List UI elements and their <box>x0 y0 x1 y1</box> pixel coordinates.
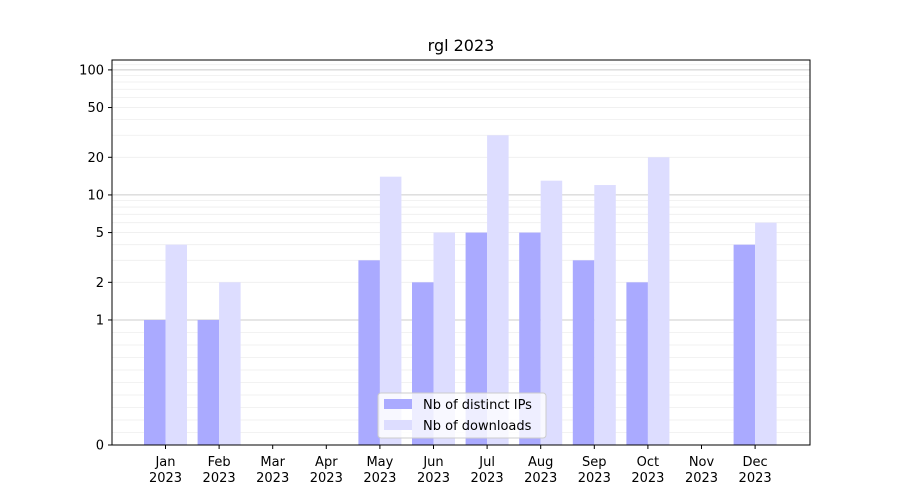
x-axis-ticks: Jan 2023 Feb 2023 Mar 2023 Apr 2023 May 2023 Jun 20… <box>149 445 772 486</box>
bar-downloads <box>755 222 777 445</box>
x-tick-label: Dec 2023 <box>739 455 772 486</box>
bar-distinct-ips <box>144 319 166 445</box>
y-tick-label: 5 <box>96 226 104 241</box>
bar-downloads <box>540 180 563 445</box>
bar-distinct-ips <box>358 260 380 445</box>
x-tick-label: Nov 2023 <box>685 455 718 486</box>
x-tick-label: May 2023 <box>363 455 396 486</box>
x-tick-label: Jun 2023 <box>417 455 450 486</box>
y-tick-label: 10 <box>87 188 104 203</box>
bar-downloads <box>647 157 670 445</box>
bar-distinct-ips <box>572 260 595 445</box>
x-tick-label: Aug 2023 <box>524 455 557 486</box>
y-tick-label: 20 <box>87 151 104 166</box>
bar-distinct-ips <box>465 232 488 445</box>
y-tick-label: 1 <box>96 313 104 328</box>
bar-distinct-ips <box>197 319 220 445</box>
y-tick-label: 2 <box>96 276 104 291</box>
y-tick-label: 100 <box>79 63 104 78</box>
axes <box>111 59 811 446</box>
bars <box>144 135 777 445</box>
bar-downloads <box>165 244 187 445</box>
bar-downloads <box>594 185 616 445</box>
chart-title: rgl 2023 <box>428 36 495 55</box>
x-tick-label: Apr 2023 <box>310 455 343 486</box>
legend: Nb of distinct IPs Nb of downloads <box>377 392 547 439</box>
y-axis-ticks: 0 1 2 5 10 20 50 100 <box>79 63 112 454</box>
legend-swatch <box>384 399 412 409</box>
bar-downloads <box>487 135 509 445</box>
y-tick-label: 50 <box>87 101 104 116</box>
x-tick-label: Mar 2023 <box>256 455 289 486</box>
plot-frame <box>111 59 811 446</box>
legend-box <box>377 392 547 439</box>
x-tick-label: Oct 2023 <box>631 455 664 486</box>
x-tick-label: Feb 2023 <box>203 455 236 486</box>
legend-label: Nb of distinct IPs <box>423 398 532 413</box>
x-tick-label: Sep 2023 <box>578 455 611 486</box>
bar-downloads <box>379 176 402 445</box>
legend-label: Nb of downloads <box>423 419 532 434</box>
bar-downloads <box>219 282 241 445</box>
bar-distinct-ips <box>626 282 648 445</box>
x-tick-label: Jan 2023 <box>149 455 182 486</box>
x-tick-label: Jul 2023 <box>471 455 504 486</box>
y-tick-label: 0 <box>96 439 104 454</box>
bar-downloads <box>433 232 455 445</box>
legend-swatch <box>384 420 412 430</box>
bar-distinct-ips <box>733 244 756 445</box>
bar-distinct-ips <box>519 232 541 445</box>
